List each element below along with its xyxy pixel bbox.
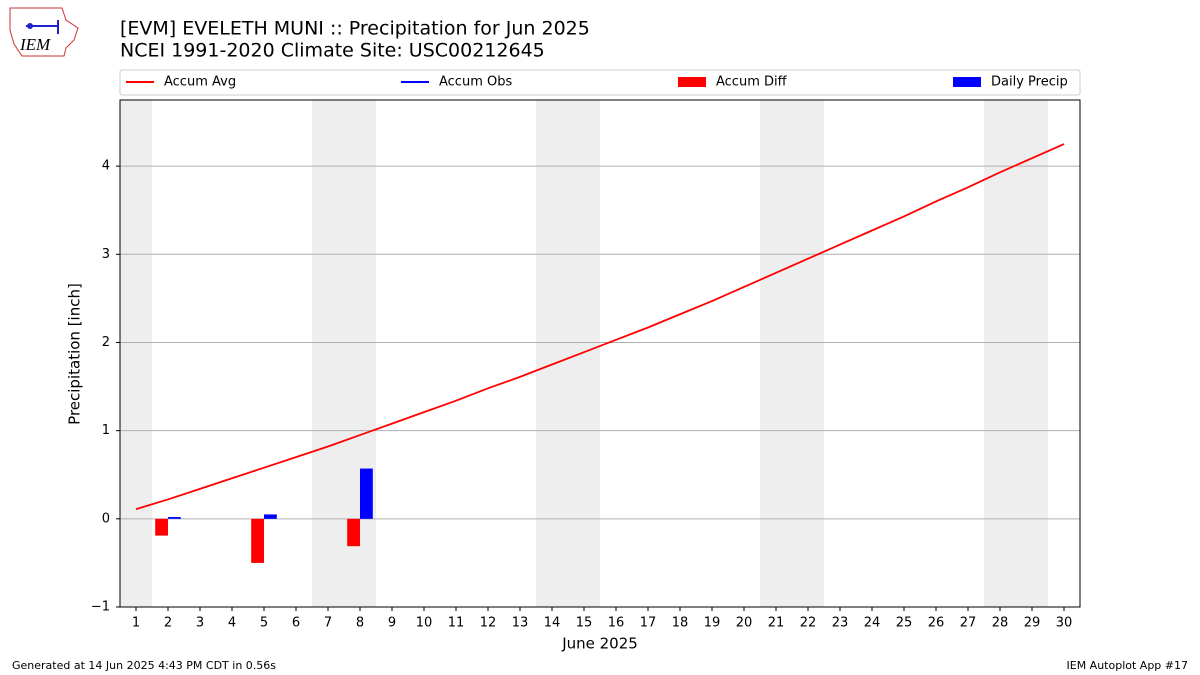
- x-tick-label: 24: [864, 616, 881, 631]
- x-tick-label: 13: [512, 616, 529, 631]
- legend-label: Daily Precip: [991, 75, 1068, 90]
- x-tick-label: 19: [704, 616, 721, 631]
- x-tick-label: 21: [768, 616, 785, 631]
- x-tick-label: 20: [736, 616, 753, 631]
- x-tick-label: 17: [640, 616, 657, 631]
- x-tick-label: 4: [228, 616, 236, 631]
- x-tick-label: 1: [132, 616, 140, 631]
- weekend-shade: [1016, 100, 1048, 607]
- x-axis-label: June 2025: [561, 635, 638, 653]
- x-tick-label: 11: [448, 616, 465, 631]
- x-tick-label: 12: [480, 616, 497, 631]
- y-tick-label: 0: [102, 511, 110, 526]
- x-tick-label: 14: [544, 616, 561, 631]
- x-tick-label: 9: [388, 616, 396, 631]
- y-tick-label: 2: [102, 335, 110, 350]
- x-tick-label: 7: [324, 616, 332, 631]
- bar: [155, 518, 168, 536]
- chart-title: [EVM] EVELETH MUNI :: Precipitation for …: [120, 18, 590, 40]
- x-tick-label: 29: [1024, 616, 1041, 631]
- bar: [347, 518, 360, 547]
- x-tick-label: 16: [608, 616, 625, 631]
- bar: [360, 468, 373, 519]
- x-tick-label: 28: [992, 616, 1009, 631]
- logo-text: IEM: [19, 35, 51, 54]
- legend-label: Accum Diff: [716, 75, 788, 90]
- x-tick-label: 5: [260, 616, 268, 631]
- x-tick-label: 25: [896, 616, 913, 631]
- y-tick-label: 4: [102, 159, 110, 174]
- weekend-shade: [568, 100, 600, 607]
- x-tick-label: 18: [672, 616, 689, 631]
- x-tick-label: 15: [576, 616, 593, 631]
- legend-label: Accum Obs: [439, 75, 512, 90]
- weekend-shade: [760, 100, 792, 607]
- x-tick-label: 23: [832, 616, 849, 631]
- bar: [251, 518, 264, 563]
- x-tick-label: 22: [800, 616, 817, 631]
- y-axis-label: Precipitation [inch]: [66, 283, 84, 425]
- bar: [264, 514, 277, 519]
- x-tick-label: 8: [356, 616, 364, 631]
- x-tick-label: 6: [292, 616, 300, 631]
- legend-swatch: [953, 77, 981, 87]
- y-tick-label: 3: [102, 247, 110, 262]
- x-tick-label: 26: [928, 616, 945, 631]
- logo: IEM: [9, 7, 79, 57]
- legend-label: Accum Avg: [164, 75, 236, 90]
- y-tick-label: −1: [91, 600, 110, 615]
- plot-frame: [119, 99, 1081, 608]
- weekend-shade: [536, 100, 568, 607]
- legend: [119, 69, 1081, 96]
- x-tick-label: 2: [164, 616, 172, 631]
- chart-subtitle: NCEI 1991-2020 Climate Site: USC00212645: [120, 40, 545, 62]
- weekend-shade: [312, 100, 344, 607]
- x-tick-label: 27: [960, 616, 977, 631]
- legend-swatch: [678, 77, 706, 87]
- x-tick-label: 3: [196, 616, 204, 631]
- footer-left: Generated at 14 Jun 2025 4:43 PM CDT in …: [12, 659, 276, 672]
- footer-right: IEM Autoplot App #17: [1067, 659, 1189, 672]
- x-tick-label: 10: [416, 616, 433, 631]
- weekend-shade: [984, 100, 1016, 607]
- y-tick-label: 1: [102, 423, 110, 438]
- bar: [168, 517, 181, 519]
- x-tick-label: 30: [1056, 616, 1073, 631]
- line: [135, 143, 1065, 510]
- weekend-shade: [120, 100, 152, 607]
- weekend-shade: [792, 100, 824, 607]
